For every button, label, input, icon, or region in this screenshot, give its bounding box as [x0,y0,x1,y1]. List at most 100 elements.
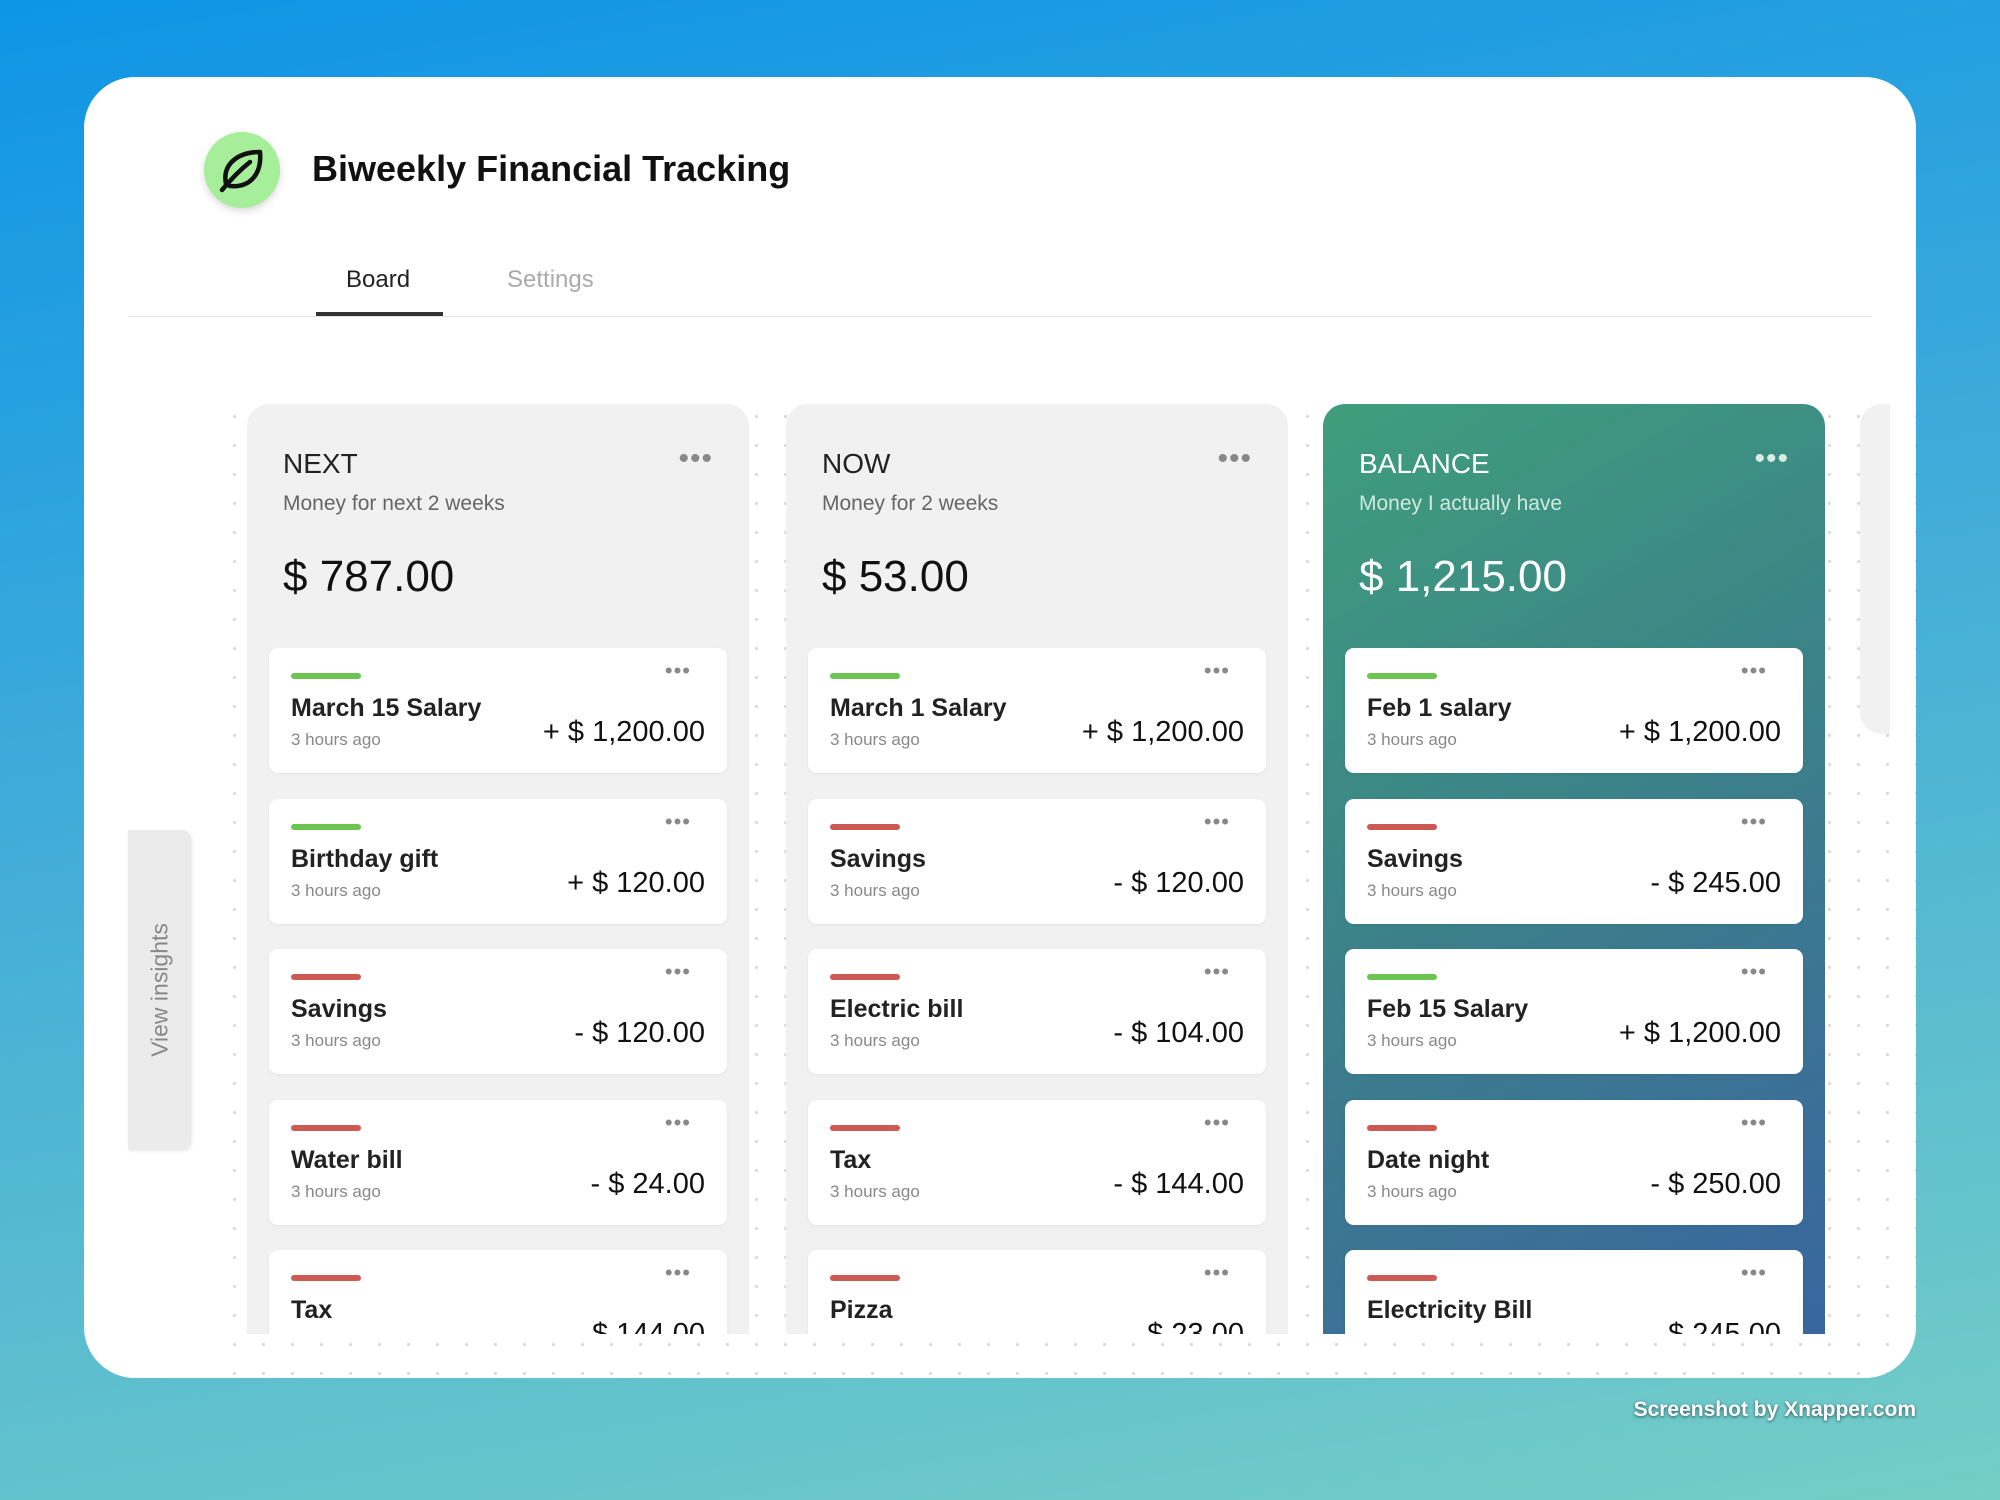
transaction-name: Feb 1 salary [1367,694,1512,722]
transaction-card[interactable]: ••• Electricity Bill - $ 245.00 [1345,1250,1803,1334]
card-menu[interactable]: ••• [664,959,691,984]
type-indicator [1367,974,1437,980]
transaction-card[interactable]: ••• Feb 15 Salary 3 hours ago + $ 1,200.00 [1345,949,1803,1074]
card-menu[interactable]: ••• [664,808,691,834]
card-menu[interactable]: ••• [1203,808,1230,834]
transaction-card[interactable]: ••• March 15 Salary 3 hours ago + $ 1,200.0… [269,648,727,773]
transaction-amount: - $ 245.00 [1650,1318,1781,1334]
type-indicator [1367,1275,1437,1281]
transaction-card[interactable]: ••• Tax 3 hours ago - $ 144.00 [808,1099,1266,1225]
type-indicator [830,823,900,830]
transaction-amount: - $ 120.00 [1113,866,1244,899]
transaction-name: Tax [291,1296,333,1324]
card-menu[interactable]: ••• [1740,959,1767,984]
watermark: Screenshot by Xnapper.com [1633,1398,1916,1421]
column-subtitle: Money for next 2 weeks [283,492,505,515]
transaction-amount: - $ 23.00 [1129,1318,1244,1334]
column-subtitle: Money for 2 weeks [822,492,999,515]
column-menu[interactable]: ••• [678,442,713,475]
column-title: NEXT [283,448,358,479]
column: BALANCE Money I actually have $ 1,215.00 ••… [1323,404,1825,1334]
card-menu[interactable]: ••• [1740,808,1767,834]
transaction-name: Pizza [830,1296,893,1324]
transaction-amount: + $ 1,200.00 [1618,1017,1781,1049]
transaction-card[interactable]: ••• Date night 3 hours ago - $ 250.00 [1345,1099,1803,1225]
type-indicator [291,1275,361,1281]
column-subtitle: Money I actually have [1359,492,1563,515]
card-menu[interactable]: ••• [664,1260,691,1285]
transaction-name: Birthday gift [291,844,439,873]
column-total: $ 53.00 [822,552,969,601]
type-indicator [291,974,361,980]
app-title: Biweekly Financial Tracking [312,148,791,189]
transaction-time: 3 hours ago [830,1031,920,1050]
transaction-amount: - $ 250.00 [1650,1167,1781,1200]
transaction-name: Water bill [291,1145,403,1174]
column-total: $ 1,215.00 [1359,552,1567,601]
transaction-time: 3 hours ago [830,880,920,900]
transaction-time: 3 hours ago [291,880,381,900]
transaction-name: Savings [291,995,387,1023]
transaction-card[interactable]: ••• Pizza - $ 23.00 [808,1250,1266,1334]
column-menu[interactable]: ••• [1217,442,1252,475]
type-indicator [1367,1124,1437,1131]
transaction-card[interactable]: ••• Birthday gift 3 hours ago + $ 120.00 [269,798,727,924]
logo [204,132,280,208]
tab-settings[interactable]: Settings [507,266,594,293]
transaction-amount: + $ 120.00 [567,866,705,899]
transaction-name: Electricity Bill [1367,1296,1533,1324]
card-menu[interactable]: ••• [664,1109,691,1135]
transaction-name: Date night [1367,1145,1490,1174]
transaction-card[interactable]: ••• Savings 3 hours ago - $ 120.00 [808,798,1266,924]
card-menu[interactable]: ••• [1740,1109,1767,1135]
transaction-time: 3 hours ago [1367,1031,1457,1050]
transaction-card[interactable]: ••• Feb 1 salary 3 hours ago + $ 1,200.00 [1345,648,1803,773]
type-indicator [291,1124,361,1131]
card-menu[interactable]: ••• [1740,1260,1767,1285]
card-menu[interactable]: ••• [1203,1260,1230,1285]
transaction-name: Savings [830,844,926,873]
transaction-card[interactable]: ••• March 1 Salary 3 hours ago + $ 1,200.00 [808,648,1266,773]
transaction-time: 3 hours ago [830,730,920,749]
insights-tab[interactable]: View insights [128,830,191,1150]
type-indicator [830,1124,900,1131]
transaction-card[interactable]: ••• Electric bill 3 hours ago - $ 104.00 [808,949,1266,1074]
transaction-amount: - $ 144.00 [1113,1167,1244,1200]
transaction-amount: + $ 1,200.00 [542,716,705,748]
type-indicator [830,1275,900,1281]
card-menu[interactable]: ••• [1203,658,1230,683]
insights-label: View insights [146,923,172,1057]
type-indicator [291,673,361,679]
tab-board[interactable]: Board [346,266,411,293]
card-menu[interactable]: ••• [1740,658,1767,683]
type-indicator [291,823,361,830]
column-title: NOW [822,448,891,479]
transaction-card[interactable]: ••• Water bill 3 hours ago - $ 24.00 [269,1099,727,1225]
transaction-time: 3 hours ago [1367,1181,1457,1201]
transaction-time: 3 hours ago [291,1181,381,1201]
active-tab-indicator [316,312,443,316]
type-indicator [1367,823,1437,830]
transaction-card[interactable]: ••• Savings 3 hours ago - $ 120.00 [269,949,727,1074]
card-menu[interactable]: ••• [1203,1109,1230,1135]
card-menu[interactable]: ••• [1203,959,1230,984]
transaction-name: Savings [1367,844,1463,873]
transaction-amount: - $ 104.00 [1113,1017,1244,1049]
transaction-name: March 15 Salary [291,694,482,722]
transaction-name: Tax [830,1145,872,1174]
type-indicator [830,974,900,980]
transaction-name: Feb 15 Salary [1367,995,1529,1023]
transaction-name: Electric bill [830,995,964,1023]
tab-divider [128,316,1872,317]
card-menu[interactable]: ••• [664,658,691,683]
column-menu[interactable]: ••• [1754,442,1789,475]
transaction-card[interactable]: ••• Savings 3 hours ago - $ 245.00 [1345,798,1803,924]
transaction-time: 3 hours ago [1367,880,1457,900]
transaction-time: 3 hours ago [830,1181,920,1201]
transaction-time: 3 hours ago [1367,730,1457,749]
leaf-icon [219,149,263,193]
transaction-card[interactable]: ••• Tax - $ 144.00 [269,1250,727,1334]
transaction-name: March 1 Salary [830,694,1007,722]
column-total: $ 787.00 [283,552,455,601]
